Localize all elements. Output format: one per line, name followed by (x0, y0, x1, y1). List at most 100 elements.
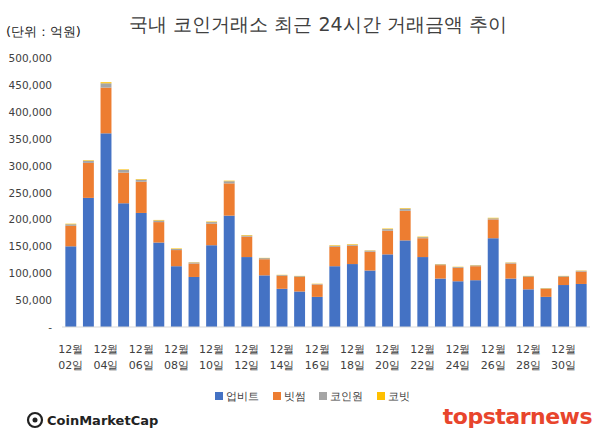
bar-segment (523, 277, 534, 289)
bar-segment (206, 222, 217, 224)
bar-segment (417, 236, 428, 238)
bar-segment (541, 288, 552, 290)
bar-segment (153, 222, 164, 242)
y-tick (55, 219, 58, 220)
bar-segment (470, 266, 481, 280)
y-tick (55, 327, 58, 328)
bar-segment (224, 180, 235, 182)
legend-swatch (215, 392, 223, 400)
bar-segment (171, 249, 182, 250)
bar-segment (505, 279, 516, 327)
bar-segment (488, 238, 499, 327)
y-tick (55, 300, 58, 301)
bar-segment (329, 266, 340, 327)
x-tick-label: 12월08일 (164, 343, 189, 372)
x-tick-label: 12월14일 (270, 343, 295, 372)
bar-segment (365, 252, 376, 271)
bar-segment (65, 226, 76, 246)
bar-segment (488, 218, 499, 219)
bar-segment (417, 257, 428, 327)
bar-segment (153, 220, 164, 222)
bar-segment (206, 224, 217, 246)
bar-segment (118, 169, 129, 171)
bar-segment (294, 277, 305, 292)
bar-segment (171, 266, 182, 327)
legend-swatch (273, 392, 281, 400)
bar-segment (136, 182, 147, 213)
bar-segment (558, 275, 569, 276)
bar-segment (558, 276, 569, 278)
x-tick-label: 12월26일 (481, 343, 506, 372)
bar-segment (576, 270, 587, 272)
bar-segment (65, 223, 76, 225)
bar-segment (294, 291, 305, 327)
bar-segment (400, 208, 411, 210)
bar-segment (382, 228, 393, 230)
bar-segment (241, 235, 252, 237)
bar-segment (101, 133, 112, 327)
bar-segment (241, 236, 252, 237)
bar-segment (453, 268, 464, 281)
bar-segment (224, 216, 235, 327)
bar-segment (453, 267, 464, 269)
x-tick-label: 12월12일 (234, 343, 259, 372)
bar-segment (189, 277, 200, 327)
bar-segment (136, 179, 147, 181)
bar-segment (136, 213, 147, 327)
bar-segment (400, 211, 411, 241)
bar-segment (576, 270, 587, 271)
bar-segment (558, 277, 569, 285)
bar-segment (523, 276, 534, 278)
bar-segment (417, 237, 428, 238)
legend-swatch (319, 392, 327, 400)
x-tick-label: 12월18일 (340, 343, 365, 372)
y-tick (55, 111, 58, 112)
x-axis (62, 327, 590, 328)
y-tick-label: 200,000 (9, 213, 52, 225)
bar-segment (65, 246, 76, 327)
y-tick-label: 50,000 (15, 294, 52, 306)
bar-segment (470, 265, 481, 266)
legend-label: 코빗 (388, 390, 410, 403)
bar-segment (453, 281, 464, 327)
y-tick-label: 150,000 (9, 240, 52, 252)
bar-segment (523, 289, 534, 327)
bar-segment (541, 297, 552, 327)
y-tick (55, 58, 58, 59)
source-logo (28, 413, 42, 427)
y-tick-label: 450,000 (9, 79, 52, 91)
watermark: topstarnews (443, 404, 593, 429)
bar-segment (277, 275, 288, 277)
bar-segment (259, 257, 270, 258)
bar-segment (523, 275, 534, 276)
bar-segment (329, 245, 340, 247)
bar-segment (312, 297, 323, 327)
bar-segment (417, 238, 428, 257)
bar-segment (576, 284, 587, 327)
y-tick-label: 250,000 (9, 187, 52, 199)
bar-segment (118, 173, 129, 204)
bar-segment (382, 231, 393, 255)
bar-segment (101, 82, 112, 83)
bar-segment (101, 83, 112, 87)
bar-segment (277, 289, 288, 327)
bar-segment (189, 264, 200, 277)
x-tick-label: 12월20일 (375, 343, 400, 372)
bar-segment (435, 265, 446, 278)
y-tick (55, 138, 58, 139)
bar-segment (153, 243, 164, 327)
x-tick-label: 12월06일 (129, 343, 154, 372)
bar-segment (83, 163, 94, 198)
bar-segment (241, 257, 252, 327)
y-label: (단위 : 억원) (6, 24, 81, 39)
bar-segment (453, 266, 464, 267)
bar-segment (259, 259, 270, 275)
bar-segment (171, 248, 182, 250)
bar-segment (505, 262, 516, 264)
bar-segment (259, 275, 270, 327)
bar-segment (312, 283, 323, 285)
title: 국내 코인거래소 최근 24시간 거래금액 추이 (129, 13, 506, 35)
bar-segment (136, 180, 147, 182)
bar-segment (189, 262, 200, 263)
bar-segment (83, 198, 94, 327)
